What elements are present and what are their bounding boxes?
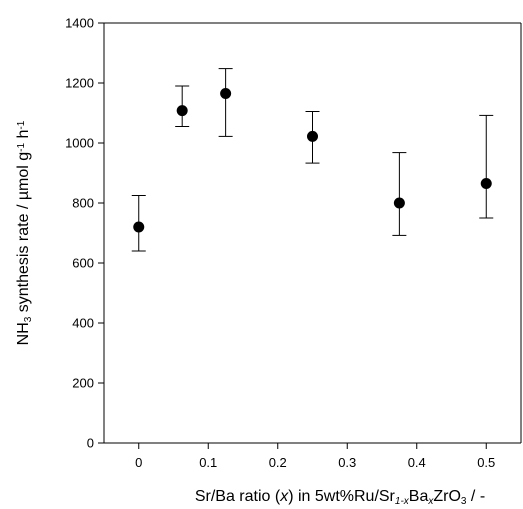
- data-point: [133, 221, 145, 233]
- data-point: [176, 105, 188, 117]
- x-ticks: 0 0.1 0.2 0.3 0.4 0.5: [135, 443, 495, 470]
- label-part: ) in 5wt%Ru/Sr: [288, 488, 395, 505]
- label-part: Ba: [409, 488, 429, 505]
- y-tick-label: 1000: [65, 136, 94, 151]
- label-part: h: [15, 130, 32, 143]
- x-tick-label: 0.2: [269, 455, 287, 470]
- data-point: [307, 130, 318, 142]
- axes: [103, 22, 522, 444]
- label-part: x: [279, 488, 289, 505]
- data-points: [133, 88, 492, 233]
- y-tick-label: 1400: [65, 16, 94, 31]
- y-tick-label: 600: [72, 256, 94, 271]
- y-tick-label: 800: [72, 196, 94, 211]
- x-tick-label: 0.4: [408, 455, 426, 470]
- y-tick-label: 1200: [65, 76, 94, 91]
- label-part: NH: [15, 322, 32, 345]
- x-tick-label: 0.1: [199, 455, 217, 470]
- x-tick-label: 0.3: [338, 455, 356, 470]
- label-part: Sr/Ba ratio (: [195, 488, 281, 505]
- y-tick-label: 0: [87, 436, 94, 451]
- data-point: [220, 88, 232, 99]
- label-part: -1: [16, 142, 27, 151]
- label-part: 3: [23, 316, 34, 322]
- data-point: [480, 178, 492, 189]
- error-bars: [131, 68, 494, 252]
- label-part: -1: [16, 120, 27, 129]
- label-part: 1-x: [395, 496, 410, 507]
- y-ticks: 0 200 400 600 800 1000 1200 1400: [65, 16, 104, 451]
- x-axis-title: Sr/Ba ratio (x) in 5wt%Ru/Sr1-xBaxZrO3 /…: [195, 488, 485, 507]
- label-part: ZrO: [433, 488, 461, 505]
- data-point: [393, 197, 405, 209]
- label-part: 3: [461, 496, 467, 507]
- y-axis-title: NH3 synthesis rate / µmol g-1 h-1: [15, 120, 34, 345]
- y-tick-label: 200: [72, 376, 94, 391]
- x-tick-label: 0.5: [477, 455, 495, 470]
- label-part: synthesis rate / µmol g: [15, 152, 32, 317]
- x-tick-label: 0: [135, 455, 142, 470]
- y-tick-label: 400: [72, 316, 94, 331]
- label-part: / -: [466, 488, 485, 505]
- label-part: x: [427, 496, 434, 507]
